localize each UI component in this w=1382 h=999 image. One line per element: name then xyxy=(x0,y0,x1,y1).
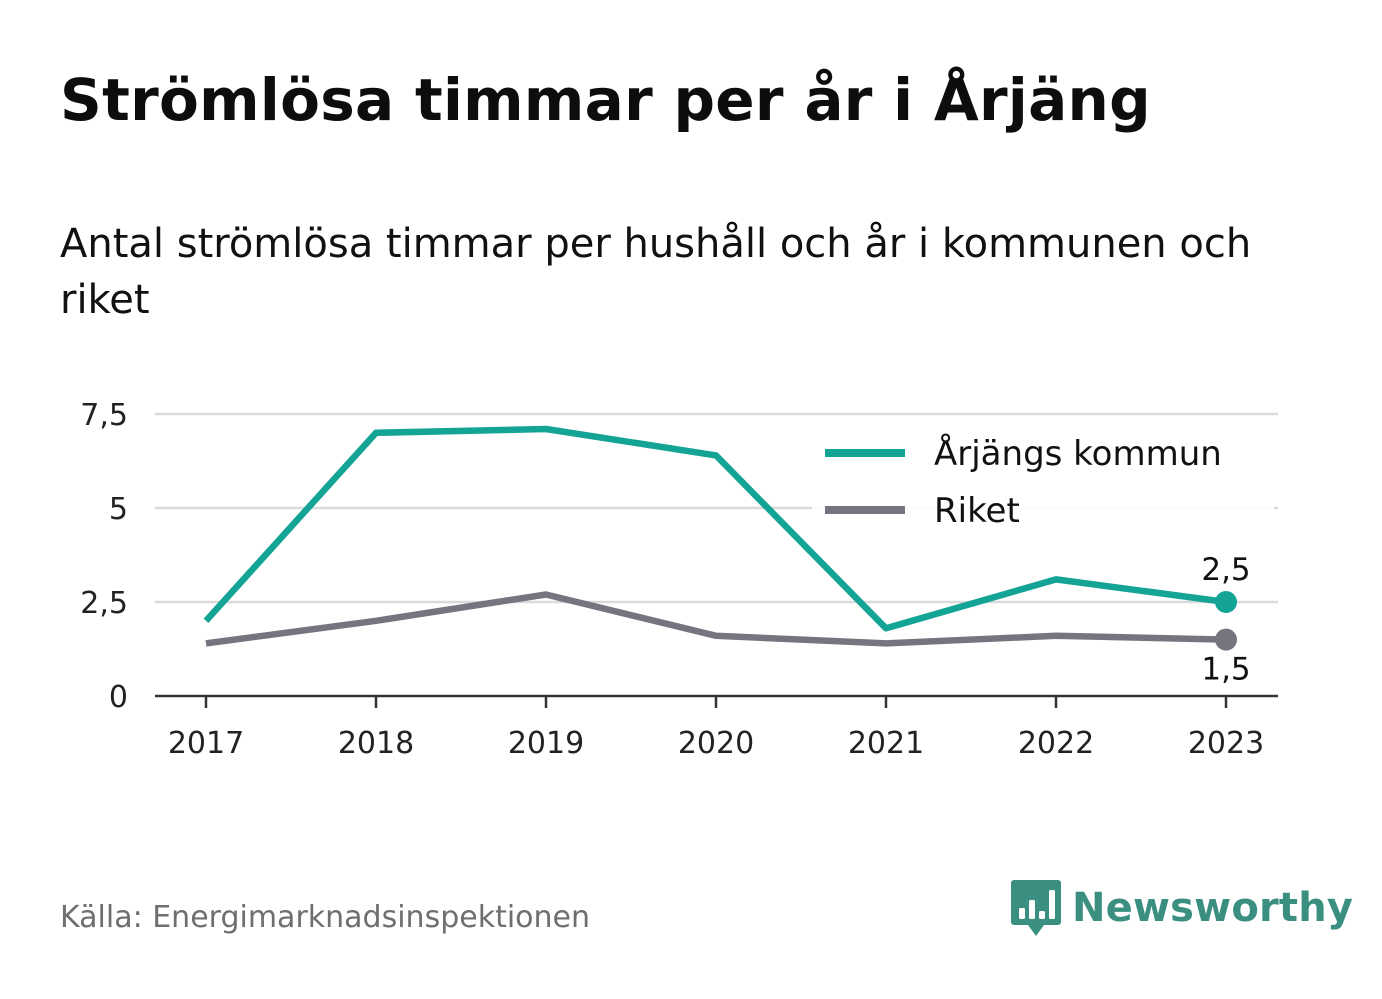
data-label: 2,5 xyxy=(1201,552,1250,588)
x-tick-label: 2019 xyxy=(508,726,584,761)
brand-name: Newsworthy xyxy=(1072,885,1354,931)
legend-label: Riket xyxy=(934,491,1020,531)
series-end-marker xyxy=(1215,591,1237,613)
y-tick-label: 5 xyxy=(109,492,128,527)
series-end-marker xyxy=(1215,628,1237,651)
series-lines: 1,5 2,5 xyxy=(203,425,1251,688)
series-line xyxy=(203,425,1227,632)
x-tick-label: 2021 xyxy=(848,726,924,761)
x-tick-label: 2020 xyxy=(678,726,754,761)
chart-subtitle: Antal strömlösa timmar per hushåll och å… xyxy=(60,221,1252,323)
newsworthy-logo: Newsworthy xyxy=(1010,878,1353,938)
source-note: Källa: Energimarknadsinspektionen xyxy=(60,900,591,935)
data-label: 1,5 xyxy=(1201,652,1250,688)
bar-chart-speech-bubble-icon xyxy=(1011,880,1061,936)
legend: Årjängs kommun Riket xyxy=(812,418,1274,546)
axes: 0 2,5 5 7,5 2017 2018 2019 2020 2021 2022 2023 xyxy=(80,398,1278,761)
y-tick-label: 7,5 xyxy=(80,398,128,433)
legend-label: Årjängs kommun xyxy=(934,433,1222,474)
legend-background xyxy=(812,418,1274,546)
y-tick-label: 0 xyxy=(109,680,128,715)
y-tick-label: 2,5 xyxy=(80,586,128,621)
series-line xyxy=(205,591,1227,647)
x-tick-label: 2023 xyxy=(1188,726,1264,761)
x-tick-label: 2022 xyxy=(1018,726,1094,761)
chart-title: Strömlösa timmar per år i Årjäng xyxy=(60,66,1151,134)
x-tick-label: 2017 xyxy=(168,726,244,761)
x-tick-label: 2018 xyxy=(338,726,414,761)
